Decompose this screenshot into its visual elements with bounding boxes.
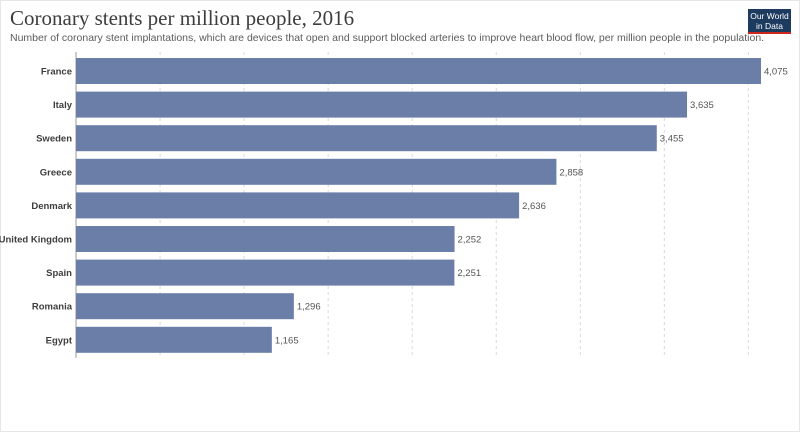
category-label: Sweden [36, 134, 72, 145]
bar-egypt[interactable] [76, 326, 272, 353]
category-label: Greece [40, 167, 72, 178]
bar-sweden[interactable] [76, 125, 657, 152]
labels: France 4,075 Italy 3,635 Sweden 3,455 Greece 2,… [0, 67, 788, 347]
bar-romania[interactable] [76, 293, 294, 320]
category-label: Romania [32, 302, 73, 313]
value-label: 2,252 [458, 235, 482, 246]
value-label: 1,165 [275, 335, 299, 346]
value-label: 3,455 [660, 134, 684, 145]
category-label: France [41, 67, 72, 78]
bar-spain[interactable] [76, 259, 455, 286]
value-label: 4,075 [764, 67, 788, 78]
category-label: Spain [46, 268, 72, 279]
value-label: 3,635 [690, 100, 714, 111]
chart-title: Coronary stents per million people, 2016 [10, 6, 355, 30]
logo-line-1: Our World [750, 11, 789, 21]
bar-italy[interactable] [76, 91, 688, 118]
bar-denmark[interactable] [76, 192, 520, 219]
chart-subtitle: Number of coronary stent implantations, … [10, 32, 765, 44]
value-label: 2,636 [522, 201, 546, 212]
category-label: Italy [53, 100, 73, 111]
bars [76, 58, 761, 353]
value-label: 2,858 [559, 167, 583, 178]
owid-logo[interactable]: Our World in Data [748, 9, 791, 34]
value-label: 2,251 [457, 268, 481, 279]
value-label: 1,296 [297, 302, 321, 313]
bar-greece[interactable] [76, 158, 557, 185]
logo-line-2: in Data [756, 21, 783, 31]
bar-france[interactable] [76, 58, 761, 84]
category-label: Egypt [46, 335, 73, 346]
category-label: United Kingdom [0, 235, 72, 246]
bar-united-kingdom[interactable] [76, 226, 455, 252]
category-label: Denmark [31, 201, 72, 212]
